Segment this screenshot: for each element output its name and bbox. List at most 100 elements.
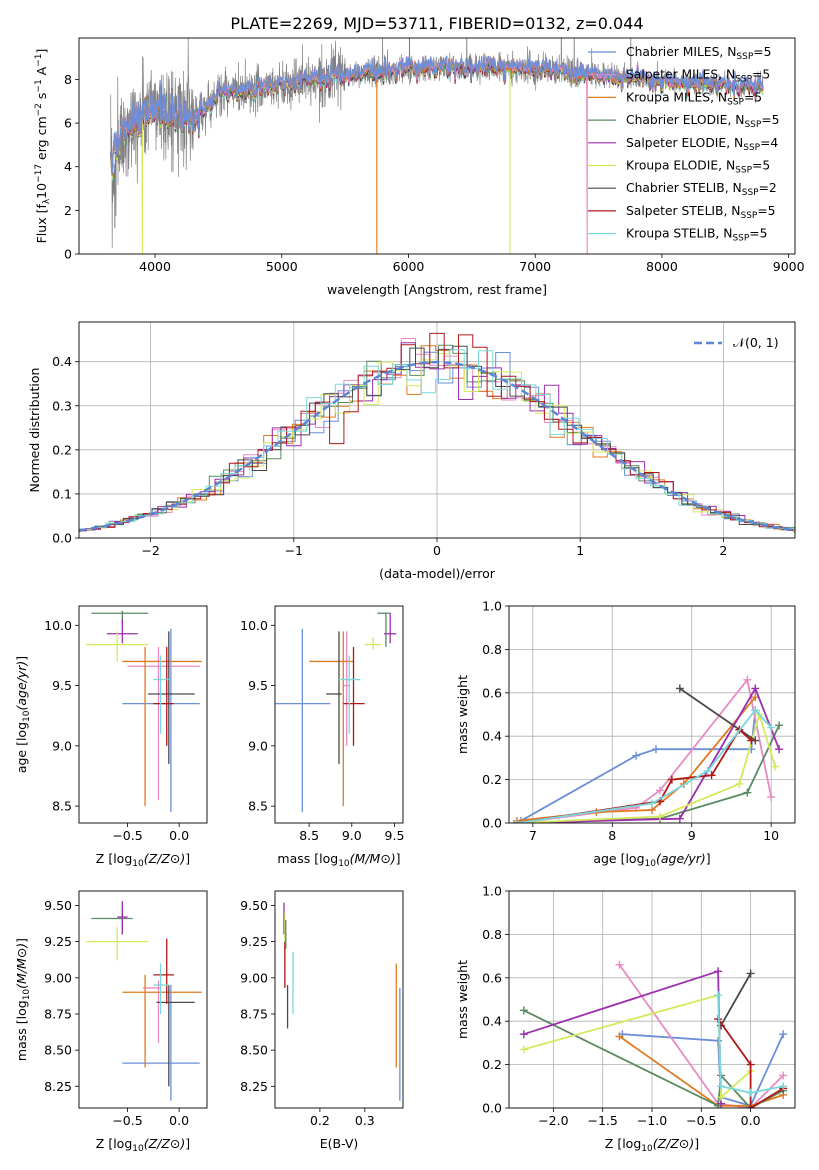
- x-tick-label: 0: [433, 543, 441, 558]
- y-tick-label: 9.0: [248, 738, 268, 753]
- y-tick-label: 10.0: [240, 618, 268, 633]
- y-tick-label: 9.0: [52, 738, 72, 753]
- y-tick-label: 2: [64, 203, 72, 218]
- y-tick-label: 9.00: [44, 970, 72, 985]
- y-tick-label: 0.3: [52, 398, 72, 413]
- y-tick-label: 0.4: [482, 1014, 502, 1029]
- weight-marker: [655, 786, 664, 795]
- x-tick-label: 9: [688, 828, 696, 843]
- legend-label: Chabrier ELODIE, NSSP=5: [626, 113, 779, 130]
- weight-marker: [779, 1082, 788, 1091]
- weight-marker: [615, 1032, 624, 1041]
- weight-marker: [747, 736, 756, 745]
- weight-marker: [743, 675, 752, 684]
- y-tick-label: 9.00: [240, 970, 268, 985]
- weight-line: [618, 1035, 784, 1107]
- spectrum-frame: [78, 37, 796, 255]
- weight-marker: [714, 967, 723, 976]
- mass-vs-EBV-panel: 0.2 0.3 8.25 8.50 8.75 9.00 9.25 9.50 E(B-V): [240, 890, 404, 1151]
- histogram-step: [79, 353, 795, 532]
- y-tick-label: 8.25: [44, 1079, 72, 1094]
- age-vs-mass-plot-area: [275, 612, 397, 813]
- y-tick-label: 0.2: [482, 772, 502, 787]
- y-tick-label: 8.75: [240, 1006, 268, 1021]
- x-tick-label: 5000: [266, 259, 298, 274]
- age-vs-Z-plot-area: [86, 610, 202, 813]
- x-tick-label: −0.5: [112, 1113, 142, 1128]
- x-tick-label: −0.5: [686, 1113, 716, 1128]
- panels: 4000 5000 6000 7000 8000 9000 0 2 4 6 8 wavelength …: [14, 37, 805, 1154]
- weight-marker: [767, 723, 776, 732]
- weight-marker: [714, 1036, 723, 1045]
- x-axis-label: E(B-V): [320, 1136, 359, 1151]
- x-tick-label: 8: [608, 828, 616, 843]
- y-tick-label: 1.0: [482, 884, 502, 899]
- x-tick-label: 7: [529, 828, 537, 843]
- weight-marker: [675, 684, 684, 693]
- weight-marker: [717, 1082, 726, 1091]
- legend-label: Salpeter STELIB, NSSP=5: [626, 204, 776, 221]
- weight-marker: [746, 1060, 755, 1069]
- x-tick-label: 0.0: [741, 1113, 761, 1128]
- x-tick-label: −1: [285, 543, 303, 558]
- weight-marker: [751, 684, 760, 693]
- weight-marker: [775, 721, 784, 730]
- y-axis-label: mass weight: [455, 675, 470, 754]
- x-tick-label: 0.0: [169, 1113, 189, 1128]
- y-tick-label: 0.8: [482, 642, 502, 657]
- y-tick-label: 0: [64, 247, 72, 262]
- age-vs-mass-frame: [274, 605, 404, 824]
- residuals-plot-area: [79, 322, 795, 538]
- weight-marker: [779, 1030, 788, 1039]
- x-tick-label: 7000: [519, 259, 551, 274]
- y-tick-label: 8: [64, 72, 72, 87]
- y-axis-label: mass weight: [455, 960, 470, 1039]
- x-axis-label: Z [log10(Z/Z⊙)]: [96, 1136, 190, 1154]
- x-axis-label: Z [log10(Z/Z⊙)]: [96, 851, 190, 869]
- y-axis-label: mass [log10(M/M⊙)]: [14, 938, 32, 1061]
- weight-line: [516, 686, 780, 823]
- x-tick-label: 9.0: [342, 828, 362, 843]
- histogram-step: [79, 332, 795, 532]
- weight-marker: [746, 1088, 755, 1097]
- gaussian-curve: [79, 360, 795, 532]
- legend-label: Salpeter ELODIE, NSSP=4: [626, 136, 778, 153]
- legend-label: Chabrier STELIB, NSSP=2: [626, 181, 777, 198]
- weight-marker: [512, 819, 521, 823]
- weight-line: [717, 1018, 784, 1108]
- legend-label: Kroupa STELIB, NSSP=5: [626, 227, 767, 244]
- weight-marker: [703, 766, 712, 775]
- y-tick-label: 9.25: [44, 934, 72, 949]
- spectrum-model-line: [110, 50, 764, 174]
- x-tick-label: 4000: [139, 259, 171, 274]
- weight-marker: [714, 991, 723, 1000]
- y-tick-label: 0.0: [482, 1101, 502, 1116]
- legend-label: Kroupa ELODIE, NSSP=5: [626, 159, 770, 176]
- weight-vs-age-plot-area: [509, 606, 795, 823]
- weight-marker: [751, 706, 760, 715]
- legend-label: 𝒩(0, 1): [733, 335, 779, 350]
- y-tick-label: 0.4: [52, 354, 72, 369]
- weight-marker: [632, 751, 641, 760]
- x-tick-label: −2.0: [538, 1113, 568, 1128]
- x-axis-label: Z [log10(Z/Z⊙)]: [605, 1136, 699, 1154]
- y-tick-label: 8.25: [240, 1079, 268, 1094]
- weight-line: [717, 995, 784, 1094]
- y-tick-label: 8.75: [44, 1006, 72, 1021]
- y-axis-label: Flux [fλ10−17 erg cm−2 s−1 A−1]: [34, 49, 52, 244]
- x-tick-label: 6000: [393, 259, 425, 274]
- y-tick-label: 0.0: [52, 531, 72, 546]
- mass-vs-EBV-plot-area: [283, 902, 401, 1101]
- legend-label: Kroupa MILES, NSSP=5: [626, 90, 762, 107]
- weight-vs-Z-plot-area: [509, 891, 795, 1108]
- x-tick-label: 8.5: [299, 828, 319, 843]
- weight-marker: [648, 799, 656, 808]
- y-tick-label: 0.1: [52, 486, 72, 501]
- legend-label: Chabrier MILES, NSSP=5: [626, 45, 771, 62]
- weight-marker: [675, 814, 684, 823]
- x-tick-label: 0.3: [355, 1113, 375, 1128]
- x-tick-label: 9000: [773, 259, 805, 274]
- weight-marker: [743, 788, 752, 797]
- weight-marker: [717, 1093, 726, 1102]
